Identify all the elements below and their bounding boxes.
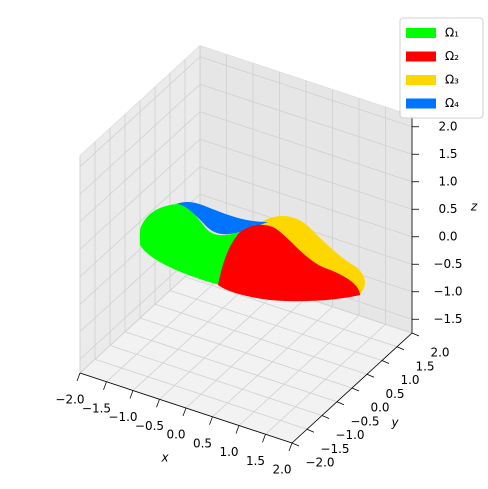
surface-region [176, 201, 268, 235]
y-tick-label: −1.5 [320, 442, 349, 456]
grid-line [154, 303, 368, 375]
x-tick [262, 434, 266, 443]
y-tick-label: 0.0 [370, 401, 389, 415]
legend-label: Ω₄ [445, 96, 459, 110]
surface-region [258, 215, 365, 296]
y-tick-label: 0.5 [385, 387, 404, 401]
surface-region [140, 204, 240, 285]
y-tick [306, 428, 315, 433]
legend-box [399, 17, 484, 119]
x-tick [209, 416, 213, 425]
y-tick [411, 332, 420, 337]
x-tick-label: −0.5 [135, 419, 164, 433]
legend-label: Ω₁ [445, 26, 459, 40]
x-tick-label: 1.5 [246, 454, 265, 468]
grid-line [79, 56, 201, 168]
z-axis-label: z [470, 200, 478, 214]
y-tick [321, 415, 330, 419]
grid-line [139, 317, 353, 389]
x-tick [182, 407, 187, 417]
y-tick-label: 2.0 [430, 346, 449, 360]
x-tick-label: 0.0 [166, 428, 185, 442]
y-tick-label: 1.5 [415, 359, 434, 373]
y-tick-label: −0.5 [350, 414, 379, 428]
z-tick-label: −0.5 [433, 257, 462, 271]
x-tick-label: 2.0 [272, 463, 291, 477]
z-tick-label: 0.0 [438, 229, 457, 243]
z-tick-label: 2.0 [438, 119, 457, 133]
legend-label: Ω₂ [445, 49, 459, 63]
grid-line [199, 56, 413, 128]
x-tick-label: −2.0 [55, 393, 84, 407]
surface-region [218, 224, 360, 302]
y-tick [351, 387, 360, 392]
z-tick-label: 0.5 [438, 202, 457, 216]
y-tick-label: −2.0 [305, 456, 334, 470]
x-tick [129, 390, 134, 399]
x-tick [235, 425, 240, 434]
x-tick [76, 372, 81, 382]
legend-swatch [406, 75, 436, 85]
x-tick [156, 399, 160, 408]
y-tick [366, 373, 375, 378]
grid-line [124, 331, 338, 403]
z-tick-label: −1.5 [433, 312, 462, 326]
y-tick [396, 346, 405, 351]
z-tick-label: 1.5 [438, 147, 457, 161]
grid-line [79, 83, 201, 195]
y-tick [336, 401, 345, 406]
axis-line [79, 372, 293, 444]
x-tick [103, 381, 107, 390]
grid-line [94, 358, 308, 430]
grid-line [199, 138, 413, 210]
x-tick [288, 442, 293, 452]
grid-line [79, 138, 201, 250]
legend-label: Ω₃ [445, 73, 459, 87]
y-tick [291, 442, 300, 447]
grid-line [199, 83, 413, 155]
grid-line [79, 111, 201, 223]
grid-line [109, 345, 323, 416]
grid-line [199, 166, 413, 238]
legend-swatch [406, 98, 436, 109]
grid-line [184, 276, 398, 348]
axis-line [291, 332, 413, 444]
x-axis-label: x [160, 451, 169, 465]
y-axis-label: y [390, 416, 399, 430]
legend-swatch [406, 51, 436, 62]
grid-line [79, 166, 201, 278]
y-tick [381, 360, 390, 364]
grid-line [169, 290, 383, 361]
y-tick-label: −1.0 [335, 428, 364, 442]
z-tick-label: −1.0 [433, 284, 462, 298]
x-tick-label: −1.5 [82, 401, 111, 415]
y-tick-label: 1.0 [400, 373, 419, 387]
x-tick-label: −1.0 [108, 410, 137, 424]
x-tick-label: 0.5 [193, 436, 212, 450]
z-tick-label: 1.0 [438, 174, 457, 188]
grid-line [199, 111, 413, 183]
legend-swatch [406, 28, 436, 38]
x-tick-label: 1.0 [219, 445, 238, 459]
legend: Ω₁ Ω₂ Ω₃ Ω₄ [399, 17, 484, 119]
